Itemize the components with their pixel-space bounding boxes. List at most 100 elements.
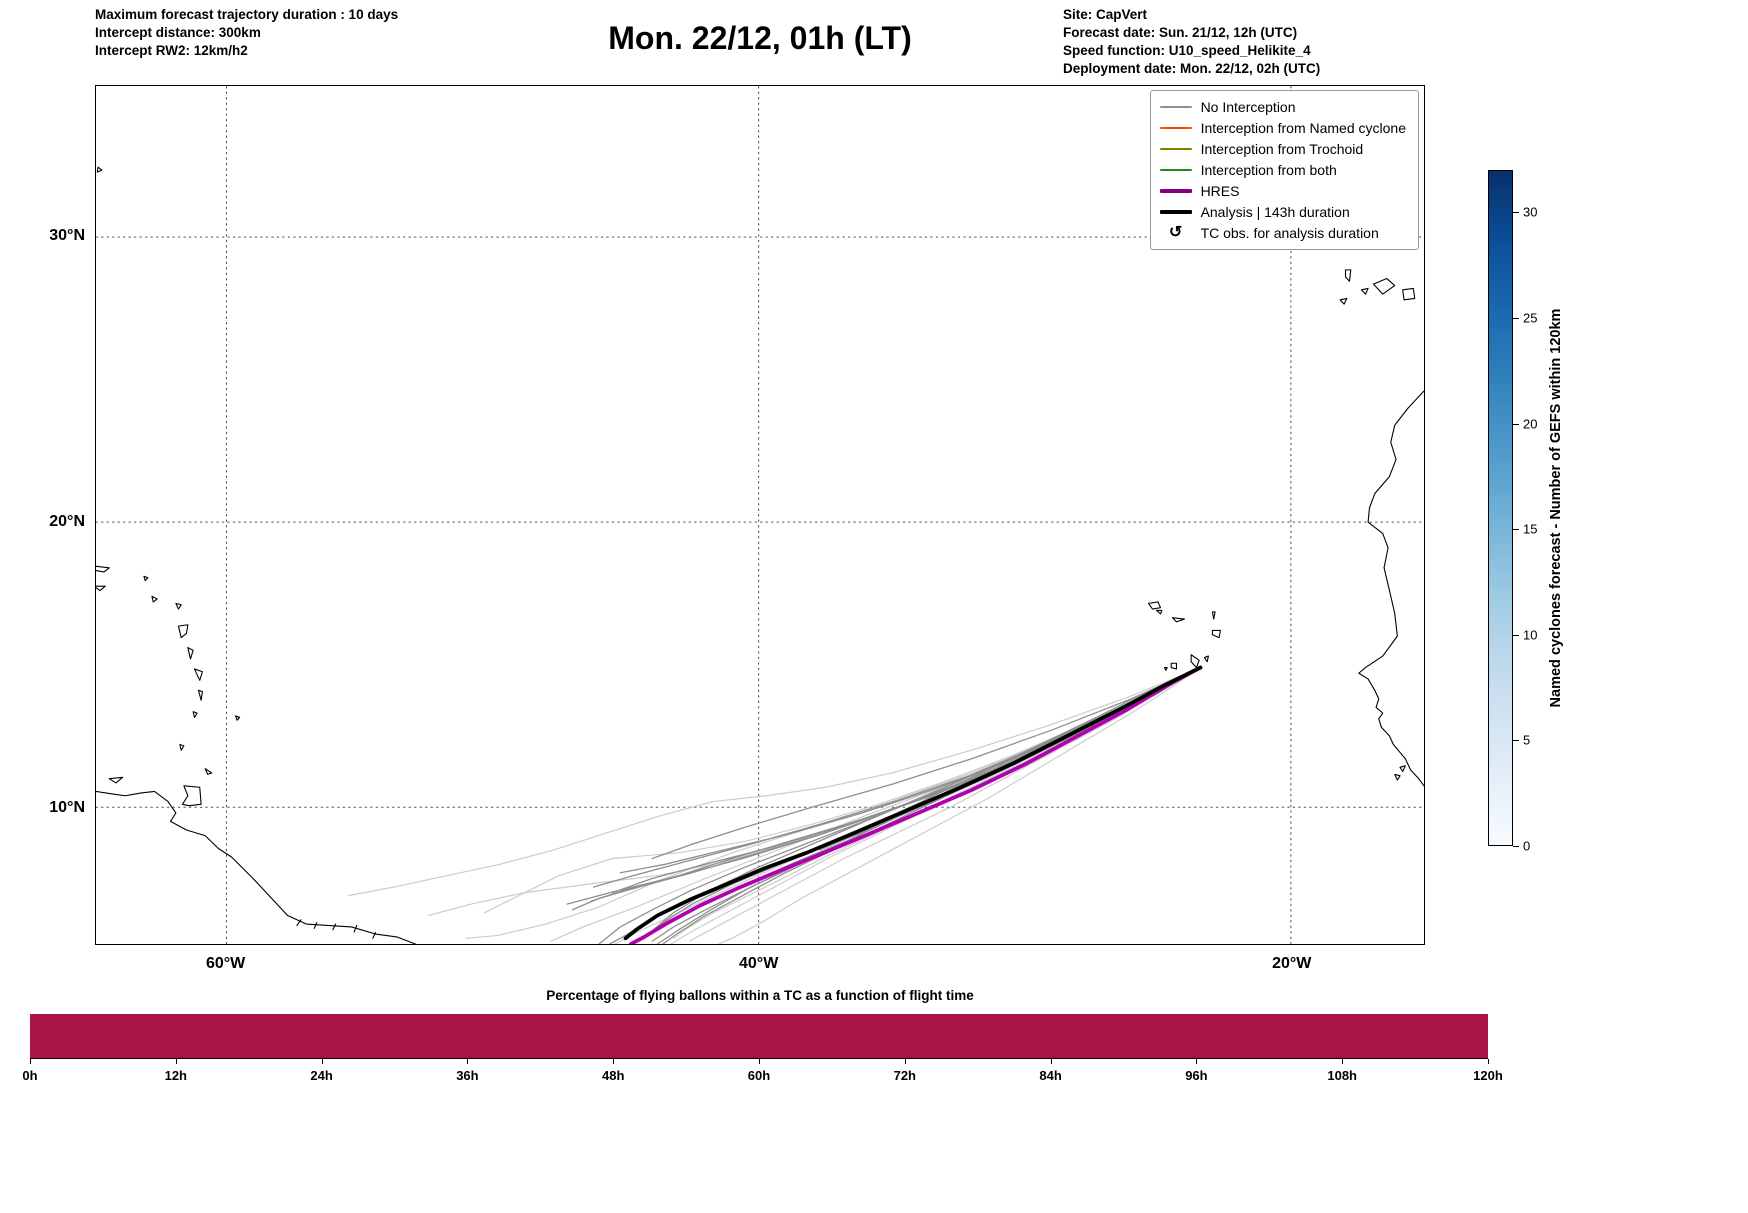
coastline-st-martin	[143, 575, 149, 582]
legend-line-sample	[1159, 169, 1192, 171]
flight-time-tick-mark	[904, 1059, 906, 1064]
intercept-rw2-text: Intercept RW2: 12km/h2	[95, 43, 248, 58]
forecast-metadata: Site: CapVert Forecast date: Sun. 21/12,…	[1063, 6, 1320, 78]
legend-line-swatch	[1159, 169, 1192, 171]
flight-time-tick-120h: 120h	[1473, 1068, 1503, 1083]
coastline-virgin-islands	[96, 565, 110, 573]
flight-time-tick-mark	[30, 1059, 31, 1064]
colorbar-tick-mark	[1513, 846, 1519, 847]
flight-time-tick-72h: 72h	[893, 1068, 916, 1083]
colorbar-tick-20: 20	[1523, 416, 1538, 431]
coastline-sao-vicente	[1155, 609, 1163, 615]
colorbar-tick-10: 10	[1523, 627, 1538, 643]
colorbar-label: Named cyclones forecast - Number of GEFS…	[1548, 308, 1564, 708]
coastline-coast-tick-4	[353, 924, 358, 933]
map-legend: No Interception Interception from Named c…	[1149, 90, 1419, 250]
map-canvas	[96, 86, 1424, 944]
coastline-south-america-coast	[96, 790, 416, 944]
flight-time-tick-mark	[1488, 1059, 1489, 1064]
coastline-africa-west-coast	[1358, 390, 1424, 787]
lon-tick-20°W: 20°W	[1272, 955, 1312, 972]
legend-line-swatch	[1159, 148, 1192, 150]
legend-item-4: HRES	[1159, 183, 1406, 199]
legend-line-sample	[1159, 106, 1192, 108]
legend-line-swatch	[1159, 189, 1192, 193]
flight-time-tick-mark	[613, 1059, 615, 1064]
legend-line-swatch	[1159, 210, 1192, 214]
coastline-tenerife	[1372, 277, 1396, 295]
colorbar-tick-25: 25	[1523, 310, 1538, 326]
trajectory-members-13	[619, 666, 1202, 874]
colorbar-tick-15: 15	[1523, 521, 1538, 537]
legend-label: Interception from Named cyclone	[1200, 120, 1406, 136]
colorbar-tick-mark	[1513, 529, 1519, 531]
coastline-tobago	[204, 768, 213, 775]
lat-tick-20°N: 20°N	[49, 513, 85, 531]
legend-item-1: Interception from Named cyclone	[1159, 120, 1406, 136]
trajectory-members-light-3	[718, 666, 1202, 944]
coastline-martinique	[193, 668, 203, 681]
flight-time-tick-24h: 24h	[310, 1068, 333, 1083]
coastline-boa-vista	[1211, 629, 1221, 639]
coastline-st-lucia	[197, 689, 203, 701]
trajectory-members-light-8	[465, 666, 1202, 939]
site-text: Site: CapVert	[1063, 7, 1148, 22]
lat-tick-30°N: 30°N	[49, 227, 85, 245]
coastline-santo-antao	[1147, 601, 1162, 610]
coastline-st-croix	[96, 585, 106, 592]
coastline-st-vincent	[192, 711, 198, 718]
legend-line-swatch	[1159, 106, 1192, 108]
trajectory-hres	[628, 665, 1203, 944]
legend-item-3: Interception from both	[1159, 162, 1406, 178]
tc-obs-marker-icon: ↺	[1168, 224, 1183, 241]
trajectory-members-15	[593, 666, 1202, 888]
flight-time-tick-mark	[321, 1059, 323, 1064]
coastline-coast-tick-3	[332, 923, 337, 931]
coastline-trinidad	[181, 785, 202, 807]
tc-percentage-bar	[30, 1014, 1488, 1059]
legend-line-swatch	[1159, 127, 1192, 129]
coastline-guadeloupe	[177, 624, 189, 639]
trajectory-members-light-1	[428, 666, 1202, 917]
flight-time-tick-0h: 0h	[22, 1068, 38, 1083]
forecast-date-text: Forecast date: Sun. 21/12, 12h (UTC)	[1063, 25, 1298, 40]
coastline-grenada	[179, 743, 185, 751]
coastline-st-kitts	[151, 595, 158, 603]
trajectory-members-light-4	[688, 666, 1202, 942]
coastline-barbados	[235, 715, 241, 721]
trajectory-members-2	[590, 666, 1202, 902]
coastline-la-palma	[1344, 269, 1352, 282]
lon-tick-60°W: 60°W	[205, 955, 246, 972]
legend-line-sample	[1159, 210, 1192, 214]
legend-item-0: No Interception	[1159, 99, 1406, 115]
legend-line-sample	[1159, 189, 1192, 193]
coastline-margarita	[108, 776, 124, 784]
flight-time-tick-mark	[1196, 1059, 1198, 1064]
trajectory-members-light-0	[348, 666, 1202, 897]
flight-time-tick-12h: 12h	[164, 1068, 187, 1083]
coastline-maio	[1203, 655, 1209, 663]
deployment-date-text: Deployment date: Mon. 22/12, 02h (UTC)	[1063, 61, 1321, 76]
lat-tick-10°N: 10°N	[49, 798, 85, 816]
legend-label: Analysis | 143h duration	[1200, 204, 1350, 220]
flight-time-tick-mark	[175, 1059, 177, 1064]
colorbar	[1488, 170, 1513, 846]
legend-label: HRES	[1200, 183, 1240, 199]
flight-time-tick-96h: 96h	[1185, 1068, 1208, 1083]
coastline-bermuda	[96, 166, 103, 173]
colorbar-tick-mark	[1513, 740, 1519, 742]
coastline-coast-tick-5	[372, 932, 377, 939]
colorbar-tick-mark	[1513, 634, 1519, 636]
coastline-brava	[1163, 666, 1168, 671]
coastline-sal	[1211, 611, 1216, 620]
intercept-distance-text: Intercept distance: 300km	[95, 25, 261, 40]
coastline-dominica	[187, 647, 194, 660]
legend-line-sample	[1159, 148, 1192, 150]
coastline-antigua	[175, 602, 182, 610]
legend-label: Interception from Trochoid	[1200, 141, 1364, 157]
flight-time-tick-mark	[1342, 1059, 1344, 1064]
legend-label: Interception from both	[1200, 162, 1337, 178]
coastline-bijagos-1	[1399, 765, 1406, 773]
trajectory-analysis	[623, 665, 1203, 941]
